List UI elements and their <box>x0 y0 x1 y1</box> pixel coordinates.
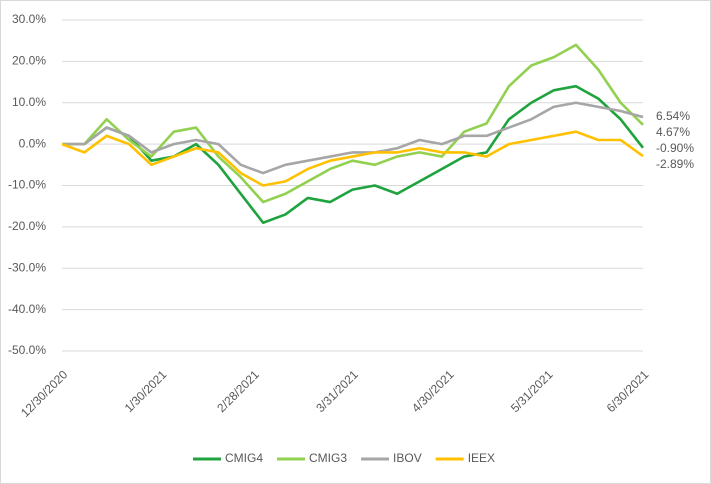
y-tick-label: -10.0% <box>8 178 46 192</box>
y-tick-label: 0.0% <box>19 136 47 150</box>
end-label: -0.90% <box>656 141 694 155</box>
series-line <box>61 130 644 187</box>
y-tick-label: -50.0% <box>8 343 46 357</box>
y-tick-label: -30.0% <box>8 260 46 274</box>
y-tick-label: 10.0% <box>12 95 46 109</box>
y-tick-label: 20.0% <box>12 54 46 68</box>
end-label: 6.54% <box>656 109 690 123</box>
end-label: 4.67% <box>656 125 690 139</box>
y-tick-label: -20.0% <box>8 219 46 233</box>
y-tick-label: -40.0% <box>8 302 46 316</box>
legend-label: CMIG3 <box>309 451 347 465</box>
y-tick-label: 30.0% <box>12 12 46 26</box>
legend-label: CMIG4 <box>225 451 263 465</box>
legend-label: IBOV <box>393 451 422 465</box>
end-label: -2.89% <box>656 157 694 171</box>
series-line <box>62 84 645 225</box>
series-line <box>62 101 644 175</box>
legend-label: IEEX <box>468 451 495 465</box>
